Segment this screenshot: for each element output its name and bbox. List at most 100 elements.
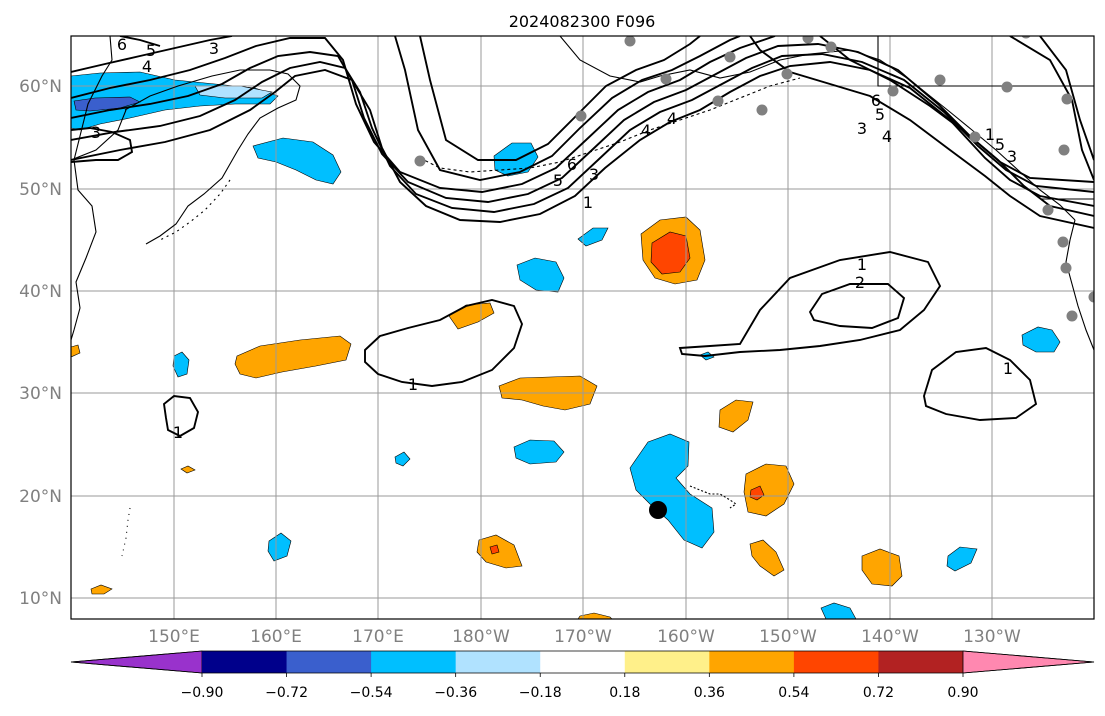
contour-line xyxy=(71,61,1094,223)
contour-line xyxy=(119,36,161,47)
colorbar-bin xyxy=(286,651,372,673)
colorbar-tick-label: −0.36 xyxy=(434,685,477,701)
colorbar-tick-label: 0.18 xyxy=(609,685,640,701)
contour-line xyxy=(71,43,1094,203)
anomaly-blob-negative xyxy=(252,137,342,185)
contour-label: 5 xyxy=(875,105,885,124)
contour-line xyxy=(71,127,134,163)
station-dot xyxy=(1021,36,1031,39)
station-dot xyxy=(825,41,837,53)
lon-tick-label: 150°E xyxy=(148,627,200,647)
anomaly-blob-negative xyxy=(513,439,565,465)
lat-tick-label: 30°N xyxy=(19,384,62,404)
colorbar-under-arrow xyxy=(70,650,203,674)
lon-tick-label: 150°W xyxy=(759,627,817,647)
coastline-kamchatka xyxy=(124,69,301,245)
station-dot xyxy=(575,110,587,122)
colorbar-bin xyxy=(793,651,879,673)
contour-line xyxy=(808,283,906,329)
colorbar-tick-label: 0.36 xyxy=(694,685,725,701)
contour-line xyxy=(419,36,701,161)
station-dot xyxy=(1001,81,1013,93)
highlight-marker xyxy=(649,501,667,519)
contour-label: 4 xyxy=(667,109,677,128)
anomaly-blob-positive xyxy=(476,534,523,569)
map-frame xyxy=(70,35,1095,620)
anomaly-blob-positive xyxy=(749,539,785,577)
anomaly-blob-negative xyxy=(267,532,292,562)
colorbar-bin xyxy=(202,651,288,673)
longitude-labels: 150°E 160°E 170°E 180°W 170°W 160°W 150°W 140°W… xyxy=(148,627,1021,647)
contour-label: 1 xyxy=(857,255,867,274)
lon-tick-label: 130°W xyxy=(963,627,1021,647)
station-dot xyxy=(1057,236,1069,248)
contour-label: 1 xyxy=(408,375,418,394)
station-dot xyxy=(624,36,636,47)
station-dot xyxy=(1058,144,1070,156)
colorbar-over-arrow xyxy=(962,650,1095,674)
coastline-kurils xyxy=(159,179,231,241)
colorbar-tick-label: 0.90 xyxy=(947,685,978,701)
colorbar-tick-label: −0.72 xyxy=(265,685,308,701)
anomaly-blob-negative xyxy=(172,351,190,378)
contour-label: 6 xyxy=(871,91,881,110)
lat-tick-label: 50°N xyxy=(19,180,62,200)
lat-tick-label: 10°N xyxy=(19,589,62,609)
coastline-asia xyxy=(71,36,113,341)
lon-tick-label: 160°E xyxy=(250,627,302,647)
colorbar-bin xyxy=(878,651,964,673)
lon-tick-label: 180°W xyxy=(452,627,510,647)
anomaly-blob-positive xyxy=(861,548,903,587)
station-markers xyxy=(414,36,1094,322)
contour-line xyxy=(71,36,776,193)
anomaly-blob-positive xyxy=(90,584,113,595)
colorbar-bin xyxy=(709,651,795,673)
contour-label: 6 xyxy=(117,35,127,54)
contour-label: 3 xyxy=(209,39,219,58)
contour-label: 1 xyxy=(985,125,995,144)
anomaly-blob-positive xyxy=(234,335,352,379)
colorbar-tick-label: 0.72 xyxy=(863,685,894,701)
contour-label: 1 xyxy=(583,193,593,212)
contour-line xyxy=(71,36,233,73)
station-dot xyxy=(1060,262,1072,274)
station-dot xyxy=(660,73,672,85)
contour-line xyxy=(162,395,200,438)
contour-line xyxy=(819,36,1094,217)
contour-label: 3 xyxy=(589,165,599,184)
colorbar-tick-label: −0.54 xyxy=(350,685,393,701)
anomaly-blob-negative xyxy=(394,451,411,467)
anomaly-blob-negative xyxy=(516,257,565,293)
station-dot xyxy=(724,51,736,63)
lon-tick-label: 160°W xyxy=(657,627,715,647)
contour-line xyxy=(1039,36,1094,161)
anomaly-blob-negative xyxy=(1021,326,1061,353)
station-dot xyxy=(781,68,793,80)
contour-label: 3 xyxy=(91,123,101,142)
contour-label: 1 xyxy=(173,423,183,442)
contour-line xyxy=(749,36,1094,229)
anomaly-blob-negative xyxy=(946,546,978,572)
lon-tick-label: 170°W xyxy=(554,627,612,647)
contour-labels: 6 5 4 3 3 1 6 5 4 3 1 6 5 4 3 1 2 1 1 1 … xyxy=(91,35,1017,442)
station-dot xyxy=(887,85,899,97)
contour-label: 5 xyxy=(553,171,563,190)
contour-label: 1 xyxy=(1003,359,1013,378)
station-dot xyxy=(756,104,768,116)
contour-label: 3 xyxy=(857,119,867,138)
station-dot xyxy=(802,36,814,44)
lat-tick-label: 20°N xyxy=(19,487,62,507)
coastline-okhotsk xyxy=(71,109,127,161)
colorbar-bin xyxy=(455,651,541,673)
colorbar-bin xyxy=(624,651,710,673)
contour-line xyxy=(923,347,1038,421)
contour-label: 5 xyxy=(995,135,1005,154)
contour-label: 5 xyxy=(146,41,156,60)
contour-label: 6 xyxy=(567,155,577,174)
anomaly-blob-positive xyxy=(743,463,795,517)
colorbar-labels: −0.90 −0.72 −0.54 −0.36 −0.18 0.18 0.36 0.54 0.7… xyxy=(181,685,979,701)
colorbar-tick-label: −0.90 xyxy=(181,685,224,701)
contour-label: 3 xyxy=(1007,147,1017,166)
